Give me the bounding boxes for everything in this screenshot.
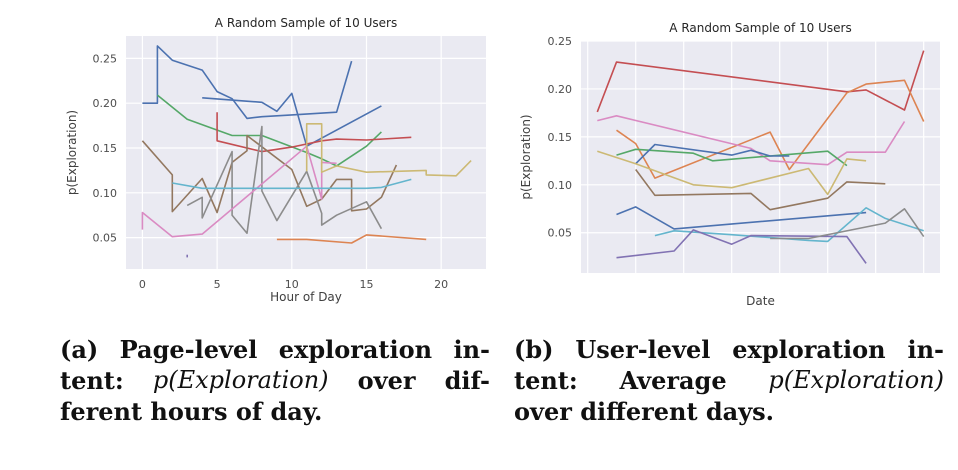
y-tick-label: 0.15 (548, 131, 573, 144)
series-group (596, 50, 925, 264)
series-line-user-2 (202, 92, 382, 147)
series-line-user-8 (305, 123, 472, 177)
chart-hour-of-day: 0.05 0.10 0.15 0.20 0.25 0 5 10 15 20 A Random Sa… (65, 16, 486, 304)
series-line-user-1 (142, 45, 353, 120)
series-line-user-2 (616, 79, 925, 179)
x-tick-label: 15 (359, 278, 373, 291)
series-line-user-5 (141, 134, 398, 214)
series-line-user-4 (616, 148, 848, 167)
y-tick-label: 0.10 (548, 179, 573, 192)
series-line-user-9 (654, 207, 924, 243)
caption-a-line-1: (a) Page-level exploration in- (60, 334, 490, 365)
x-tick-label: 0 (139, 278, 146, 291)
caption-math: p(Exploration) (768, 366, 944, 394)
tick-labels: 0.05 0.10 0.15 0.20 0.25 0 5 10 15 20 (93, 52, 449, 291)
caption-b-line-1: (b) User-level exploration in- (514, 334, 944, 365)
x-axis-label: Hour of Day (270, 290, 342, 304)
y-axis-label: p(Exploration) (65, 110, 79, 195)
y-tick-label: 0.15 (93, 142, 118, 155)
y-tick-label: 0.20 (548, 83, 573, 96)
caption-word: exploration (278, 335, 433, 364)
caption-word: dif- (444, 366, 490, 395)
caption-word: User-level (575, 335, 711, 364)
caption-a: (a) Page-level exploration in- tent: p(E… (60, 334, 490, 427)
chart-title: A Random Sample of 10 Users (215, 16, 397, 30)
caption-b-line-2: tent: Average p(Exploration) (514, 365, 944, 396)
series-line-user-8 (616, 206, 867, 230)
caption-word: (a) (60, 335, 99, 364)
x-tick-label: 5 (214, 278, 221, 291)
caption-math: p(Exploration) (152, 366, 329, 394)
x-axis-label: Date (746, 294, 775, 308)
series-line-user-6 (186, 125, 383, 234)
caption-b-line-3: over different days. (514, 397, 775, 426)
y-tick-label: 0.25 (548, 35, 573, 48)
chart-date: 0.05 0.10 0.15 0.20 0.25 A Random Sample of … (519, 21, 940, 308)
caption-word: Average (619, 366, 727, 395)
series-line-user-6 (597, 150, 867, 196)
series-line-user-3 (597, 115, 906, 166)
y-tick-label: 0.10 (93, 187, 118, 200)
series-line-user-9 (172, 178, 412, 190)
series-group (141, 45, 472, 258)
x-tick-label: 20 (434, 278, 448, 291)
caption-word: (b) (514, 335, 554, 364)
caption-b: (b) User-level exploration in- tent: Ave… (514, 334, 944, 427)
x-tick-label: 10 (285, 278, 299, 291)
series-line-user-1 (596, 50, 925, 113)
caption-word: Page-level (119, 335, 258, 364)
series-line-user-10 (276, 234, 427, 244)
caption-a-line-3: ferent hours of day. (60, 397, 323, 426)
figure-charts: 0.05 0.10 0.15 0.20 0.25 0 5 10 15 20 A Random Sa… (65, 16, 940, 308)
caption-word: over (357, 366, 416, 395)
y-tick-label: 0.20 (93, 97, 118, 110)
y-axis-label: p(Exploration) (519, 114, 533, 199)
caption-word: in- (907, 335, 944, 364)
series-line-user-10 (616, 229, 867, 264)
tick-labels: 0.05 0.10 0.15 0.20 0.25 (548, 35, 573, 240)
series-line-user-5 (635, 143, 790, 165)
caption-word: tent: (60, 366, 124, 395)
caption-word: exploration (732, 335, 886, 364)
y-tick-label: 0.25 (93, 52, 118, 65)
caption-a-line-2: tent: p(Exploration) over dif- (60, 365, 490, 396)
chart-title: A Random Sample of 10 Users (669, 21, 851, 35)
caption-word: tent: (514, 366, 578, 395)
series-line-user-11 (770, 208, 925, 240)
series-line-user-7 (635, 169, 886, 211)
y-tick-label: 0.05 (548, 227, 573, 240)
caption-word: in- (453, 335, 490, 364)
gridlines (581, 40, 940, 273)
y-tick-label: 0.05 (93, 232, 118, 245)
